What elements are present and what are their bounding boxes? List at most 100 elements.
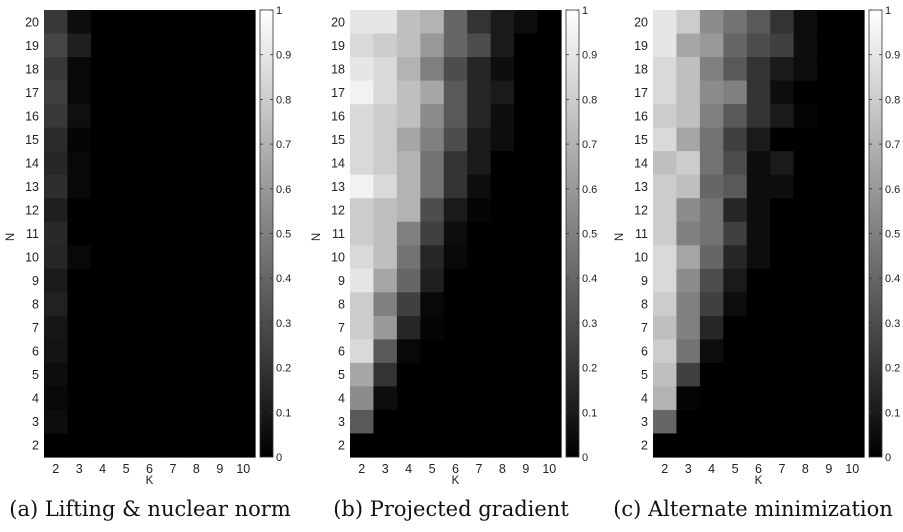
heatmap-cell [350, 10, 375, 35]
colorbar-tick-label: 0.6 [276, 184, 291, 196]
y-tick-label: 15 [331, 133, 345, 147]
heatmap-cell [44, 339, 69, 364]
heatmap-cell [373, 33, 398, 58]
heatmap-cell [373, 339, 398, 364]
heatmap-cell [208, 33, 233, 58]
heatmap-cell [44, 315, 69, 340]
heatmap-cell [770, 80, 795, 105]
heatmap-cell [653, 386, 678, 411]
heatmap-cell [676, 362, 701, 388]
colorbar-tick-label: 0 [885, 452, 891, 464]
heatmap-cell [350, 362, 375, 388]
heatmap-cell [373, 245, 398, 270]
heatmap-cell [537, 174, 562, 199]
heatmap-cell [490, 362, 515, 388]
heatmap-cell [699, 104, 724, 129]
heatmap-cell [208, 221, 233, 246]
heatmap-cell [137, 10, 162, 35]
heatmap-cell [350, 245, 375, 270]
caption-c: (c) Alternate minimization [613, 497, 893, 521]
heatmap-cell [208, 339, 233, 364]
colorbar-tick-label: 0.9 [276, 50, 291, 62]
heatmap-cell [817, 339, 842, 364]
heatmap-cell [184, 198, 209, 223]
heatmap-cell [723, 315, 748, 340]
heatmap-cell [373, 80, 398, 105]
heatmap-cell [723, 339, 748, 364]
heatmap-cell [467, 33, 492, 58]
heatmap-cell [44, 268, 69, 293]
heatmap-cell [114, 10, 139, 35]
heatmap-cell [44, 151, 69, 176]
heatmap-cell [537, 386, 562, 411]
heatmap-cell [676, 57, 701, 82]
heatmap-cell [490, 127, 515, 152]
heatmap-cell [514, 409, 539, 435]
heatmap-cell [467, 268, 492, 293]
heatmap-cell [44, 409, 69, 435]
heatmap-cell [114, 362, 139, 388]
heatmap-cell [44, 127, 69, 152]
heatmap-cell [770, 198, 795, 223]
heatmap-cell [793, 409, 818, 435]
heatmap-cell [467, 386, 492, 411]
heatmap-cell [137, 315, 162, 340]
heatmap-cell [208, 80, 233, 105]
heatmap-cell [443, 127, 468, 152]
heatmap-cell [653, 245, 678, 270]
x-tick-label: 9 [825, 462, 832, 476]
heatmap-cell [184, 245, 209, 270]
y-tick-label: 8 [338, 298, 345, 312]
heatmap-cell [653, 104, 678, 129]
heatmap-cell [373, 221, 398, 246]
x-tick-label: 8 [193, 462, 200, 476]
heatmap-cell [90, 198, 115, 223]
heatmap-cell [350, 433, 375, 458]
y-tick-label: 8 [32, 298, 39, 312]
y-tick-label: 11 [26, 227, 39, 241]
heatmap-cell [699, 292, 724, 317]
heatmap-cell [443, 362, 468, 388]
y-tick-label: 15 [634, 133, 648, 147]
y-tick-label: 2 [32, 439, 39, 453]
colorbar-tick-label: 0.5 [582, 229, 597, 241]
y-tick-label: 6 [641, 345, 648, 359]
y-tick-label: 11 [635, 227, 648, 241]
heatmap-cell [467, 57, 492, 82]
colorbar-tick-label: 0.7 [885, 139, 900, 151]
y-tick-label: 12 [25, 203, 39, 217]
heatmap-cell [653, 362, 678, 388]
heatmap-cell [467, 151, 492, 176]
heatmap-cell [208, 362, 233, 388]
heatmap-cell [420, 104, 445, 129]
colorbar-tick-label: 0.5 [276, 229, 291, 241]
colorbar-tick-label: 1 [885, 5, 891, 17]
heatmap-cell [514, 198, 539, 223]
heatmap-cell [137, 80, 162, 105]
heatmap-cell [67, 174, 92, 199]
heatmap-cell [44, 362, 69, 388]
heatmap-cell [817, 127, 842, 152]
heatmap-cell [793, 127, 818, 152]
heatmap-cell [350, 57, 375, 82]
heatmap-cell [793, 151, 818, 176]
heatmap-cell [161, 362, 186, 388]
x-tick-label: 8 [802, 462, 809, 476]
y-tick-label: 3 [32, 415, 39, 429]
heatmap-cell [817, 80, 842, 105]
heatmap-cell [653, 268, 678, 293]
heatmap-cell [537, 221, 562, 246]
heatmap-cell [514, 292, 539, 317]
heatmap-cell [67, 80, 92, 105]
heatmap-cell [723, 245, 748, 270]
heatmap-cell [676, 433, 701, 458]
heatmap-cell [137, 409, 162, 435]
heatmap-cell [676, 245, 701, 270]
heatmap-cell [184, 268, 209, 293]
heatmap-cell [44, 57, 69, 82]
heatmap-cell [396, 292, 421, 317]
colorbar-tick-label: 0.1 [885, 407, 900, 419]
heatmap-cell [840, 10, 865, 35]
